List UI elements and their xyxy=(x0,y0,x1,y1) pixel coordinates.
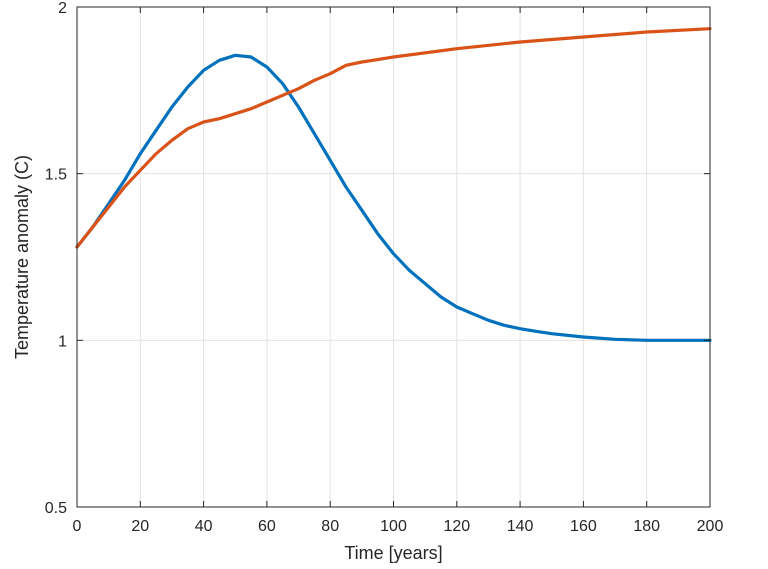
axis-ticks xyxy=(76,6,711,508)
x-tick-label: 200 xyxy=(697,518,724,535)
x-tick-label: 100 xyxy=(380,518,407,535)
y-axis-label: Temperature anomaly (C) xyxy=(12,155,32,359)
y-tick-labels: 0.5 1 1.5 2 xyxy=(45,0,67,517)
x-tick-labels: 0 20 40 60 80 100 120 140 160 180 200 xyxy=(73,518,724,535)
series-line-2 xyxy=(75,27,712,249)
y-tick-label: 1 xyxy=(58,333,67,350)
x-tick-label: 20 xyxy=(131,518,149,535)
x-tick-label: 180 xyxy=(633,518,660,535)
x-axis-label: Time [years] xyxy=(344,543,442,563)
x-tick-label: 160 xyxy=(570,518,597,535)
x-tick-label: 60 xyxy=(258,518,276,535)
x-tick-label: 80 xyxy=(321,518,339,535)
x-tick-label: 120 xyxy=(443,518,470,535)
series-line-1 xyxy=(75,53,712,342)
x-tick-label: 140 xyxy=(507,518,534,535)
series-lines xyxy=(75,27,712,342)
x-tick-label: 0 xyxy=(73,518,82,535)
y-tick-label: 1.5 xyxy=(45,167,67,184)
x-tick-label: 40 xyxy=(195,518,213,535)
y-tick-label: 2 xyxy=(58,0,67,17)
y-tick-label: 0.5 xyxy=(45,500,67,517)
grid-lines xyxy=(76,6,711,508)
